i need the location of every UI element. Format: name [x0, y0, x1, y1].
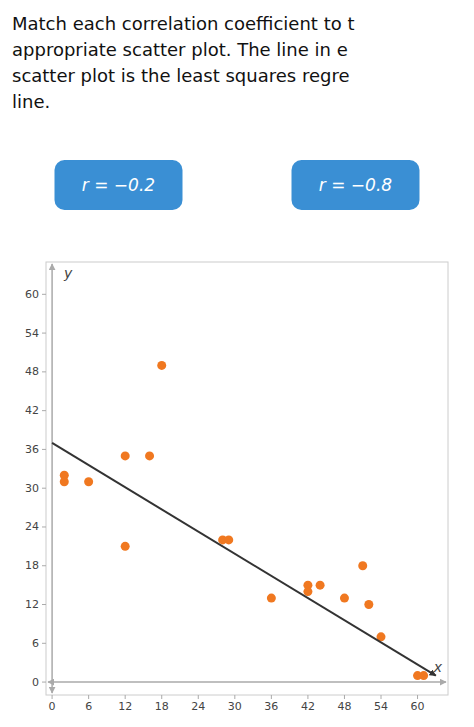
y-axis — [51, 264, 53, 693]
y-tick — [42, 333, 46, 334]
plot-frame — [46, 262, 448, 695]
x-tick — [161, 695, 162, 699]
x-axis-label: x — [433, 659, 443, 675]
point — [145, 451, 154, 460]
y-tick — [42, 371, 46, 372]
x-tick-label: 36 — [264, 700, 278, 713]
y-tick — [42, 682, 46, 683]
prompt-line: scatter plot is the least squares regre — [12, 65, 349, 86]
x-tick-label: 48 — [337, 700, 351, 713]
y-tick — [42, 604, 46, 605]
x-tick-label: 0 — [49, 700, 56, 713]
y-tick-label: 60 — [25, 288, 39, 301]
badge — [292, 160, 420, 210]
x-tick — [307, 695, 308, 699]
x-tick — [344, 695, 345, 699]
point — [224, 535, 233, 544]
prompt-line: appropriate scatter plot. The line in e — [12, 39, 348, 60]
x-tick-label: 30 — [228, 700, 242, 713]
point — [267, 594, 276, 603]
y-tick-label: 48 — [25, 365, 39, 378]
y-tick-label: 30 — [25, 482, 39, 495]
y-tick — [42, 565, 46, 566]
x-tick — [234, 695, 235, 699]
plot-data — [52, 361, 436, 680]
y-tick-label: 54 — [25, 327, 39, 340]
x-tick-label: 24 — [191, 700, 205, 713]
y-tick-label: 12 — [25, 598, 39, 611]
point — [316, 581, 325, 590]
point — [303, 587, 312, 596]
badge-label: r = −0.8 — [319, 175, 393, 195]
x-tick-label: 60 — [411, 700, 425, 713]
y-tick — [42, 294, 46, 295]
y-tick-label: 0 — [32, 676, 39, 689]
y-tick — [42, 526, 46, 527]
point — [121, 451, 130, 460]
x-tick — [52, 695, 53, 699]
y-tick-label: 42 — [25, 404, 39, 417]
x-tick-label: 18 — [155, 700, 169, 713]
x-tick — [125, 695, 126, 699]
prompt-line: Match each correlation coefficient to t — [12, 13, 354, 34]
y-tick — [42, 449, 46, 450]
y-tick — [42, 488, 46, 489]
prompt-line: line. — [12, 91, 50, 112]
regression-line — [52, 443, 436, 676]
point — [60, 477, 69, 486]
y-tick-label: 24 — [25, 520, 39, 533]
x-tick-label: 54 — [374, 700, 388, 713]
x-tick-label: 12 — [118, 700, 132, 713]
x-tick — [417, 695, 418, 699]
chart: Match each correlation coefficient to t a… — [0, 0, 474, 727]
point — [340, 594, 349, 603]
y-axis-label: y — [63, 265, 73, 281]
y-tick-label: 18 — [25, 559, 39, 572]
x-tick — [198, 695, 199, 699]
point — [358, 561, 367, 570]
point — [364, 600, 373, 609]
x-axis — [48, 681, 446, 683]
y-tick — [42, 410, 46, 411]
badge-label: r = −0.2 — [82, 175, 155, 195]
x-tick — [381, 695, 382, 699]
point — [84, 477, 93, 486]
point — [121, 542, 130, 551]
x-tick — [271, 695, 272, 699]
y-tick-label: 6 — [32, 637, 39, 650]
x-tick-label: 42 — [301, 700, 315, 713]
x-tick-label: 6 — [85, 700, 92, 713]
y-tick — [42, 643, 46, 644]
point — [157, 361, 166, 370]
point — [419, 671, 428, 680]
badge — [55, 160, 183, 210]
y-tick-label: 36 — [25, 443, 39, 456]
x-tick — [88, 695, 89, 699]
